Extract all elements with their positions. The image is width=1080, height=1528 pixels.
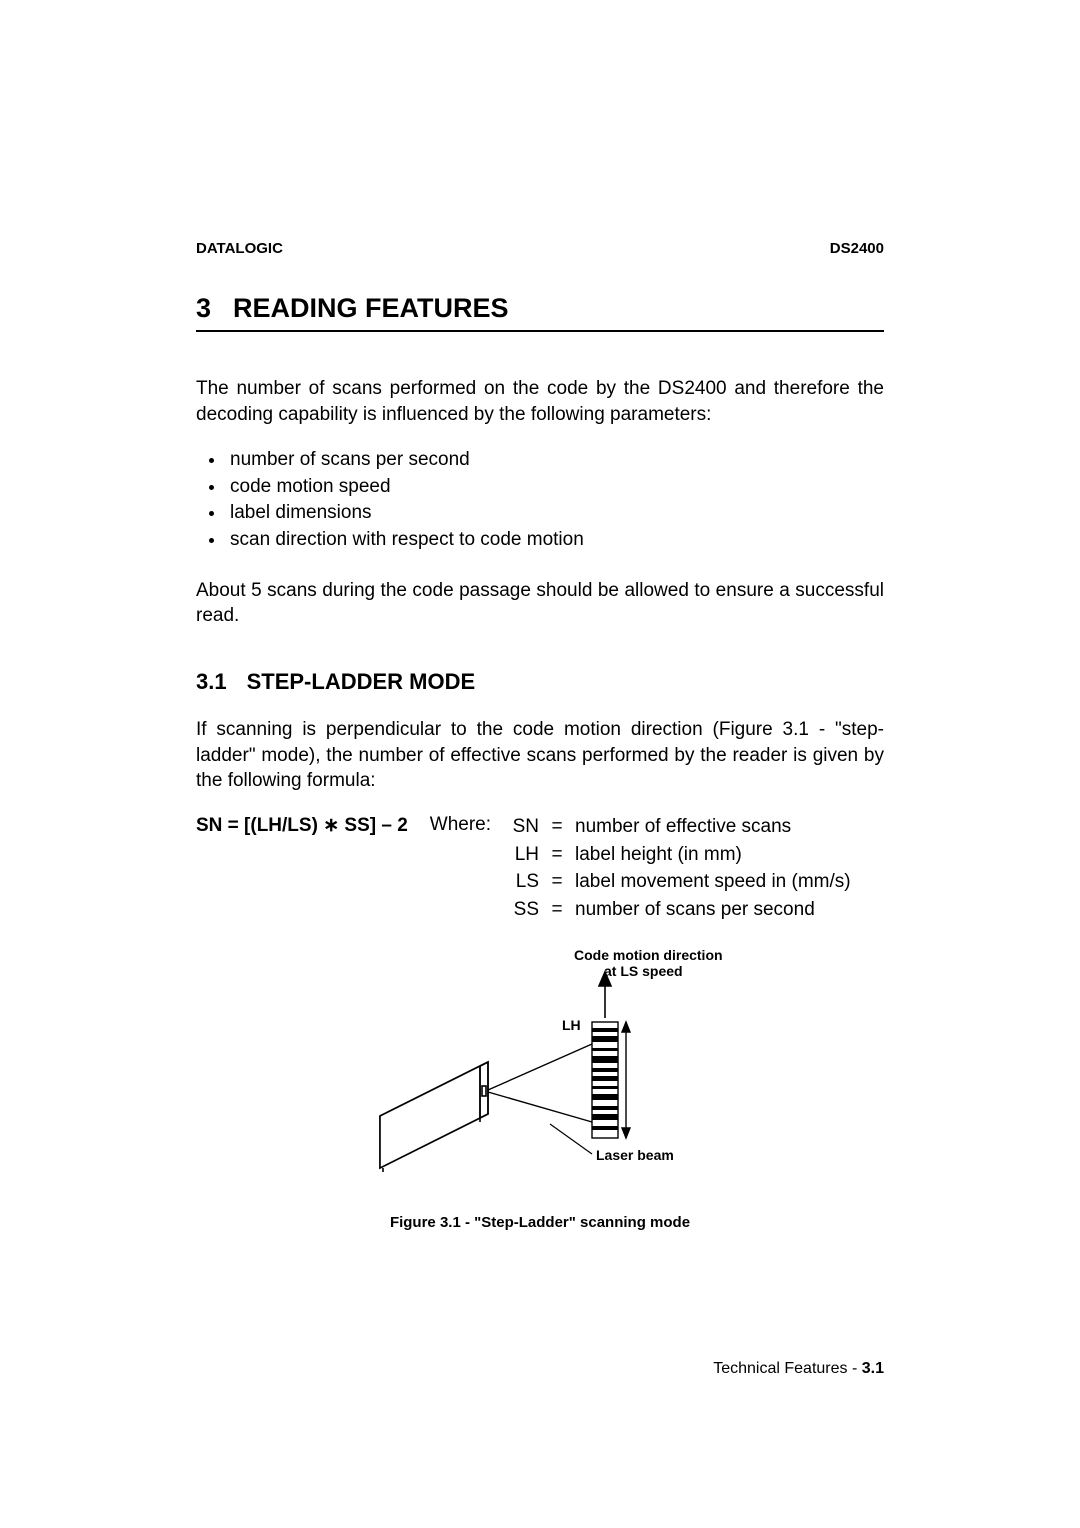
bullet-list: number of scans per second code motion s… (196, 447, 884, 553)
running-header: DATALOGIC DS2400 (196, 240, 884, 257)
section-body: If scanning is perpendicular to the code… (196, 717, 884, 794)
header-right: DS2400 (830, 240, 884, 257)
section-number: 3.1 (196, 669, 227, 695)
def-desc: label height (in mm) (575, 842, 851, 868)
step-ladder-diagram: LH Code motion direction at LS speed Las… (300, 936, 780, 1196)
list-item: scan direction with respect to code moti… (226, 527, 884, 554)
page: DATALOGIC DS2400 3 READING FEATURES The … (0, 0, 1080, 1528)
def-sym: SS (501, 897, 539, 923)
intro-paragraph-2: About 5 scans during the code passage sh… (196, 578, 884, 629)
chapter-title: 3 READING FEATURES (196, 293, 884, 332)
formula-block: SN = [(LH/LS) ∗ SS] – 2 Where: SN = numb… (196, 814, 884, 923)
figure-label-lh: LH (562, 1017, 581, 1033)
figure-label-motion2: at LS speed (604, 963, 683, 979)
def-eq: = (545, 869, 569, 895)
def-eq: = (545, 814, 569, 840)
chapter-heading: READING FEATURES (233, 293, 509, 324)
formula-row: SN = [(LH/LS) ∗ SS] – 2 Where: SN = numb… (196, 814, 884, 923)
footer-page: 3.1 (862, 1360, 884, 1377)
formula-lhs: SN = [(LH/LS) ∗ SS] – 2 (196, 814, 408, 837)
def-desc: label movement speed in (mm/s) (575, 869, 851, 895)
section-title: 3.1 STEP-LADDER MODE (196, 669, 884, 695)
def-sym: SN (501, 814, 539, 840)
list-item: number of scans per second (226, 447, 884, 474)
def-desc: number of scans per second (575, 897, 851, 923)
page-footer: Technical Features - 3.1 (713, 1360, 884, 1378)
figure-caption: Figure 3.1 - "Step-Ladder" scanning mode (196, 1214, 884, 1231)
header-left: DATALOGIC (196, 240, 283, 257)
def-eq: = (545, 842, 569, 868)
def-sym: LH (501, 842, 539, 868)
def-eq: = (545, 897, 569, 923)
formula-where-label: Where: (430, 814, 491, 836)
chapter-number: 3 (196, 293, 211, 324)
figure-label-laser: Laser beam (596, 1147, 674, 1163)
figure: LH Code motion direction at LS speed Las… (196, 936, 884, 1231)
section-heading: STEP-LADDER MODE (247, 669, 476, 695)
def-desc: number of effective scans (575, 814, 851, 840)
def-sym: LS (501, 869, 539, 895)
list-item: code motion speed (226, 474, 884, 501)
figure-label-motion1: Code motion direction (574, 947, 723, 963)
formula-defs: SN = number of effective scans LH = labe… (501, 814, 851, 923)
intro-paragraph: The number of scans performed on the cod… (196, 376, 884, 427)
footer-text: Technical Features - (713, 1360, 862, 1377)
list-item: label dimensions (226, 500, 884, 527)
